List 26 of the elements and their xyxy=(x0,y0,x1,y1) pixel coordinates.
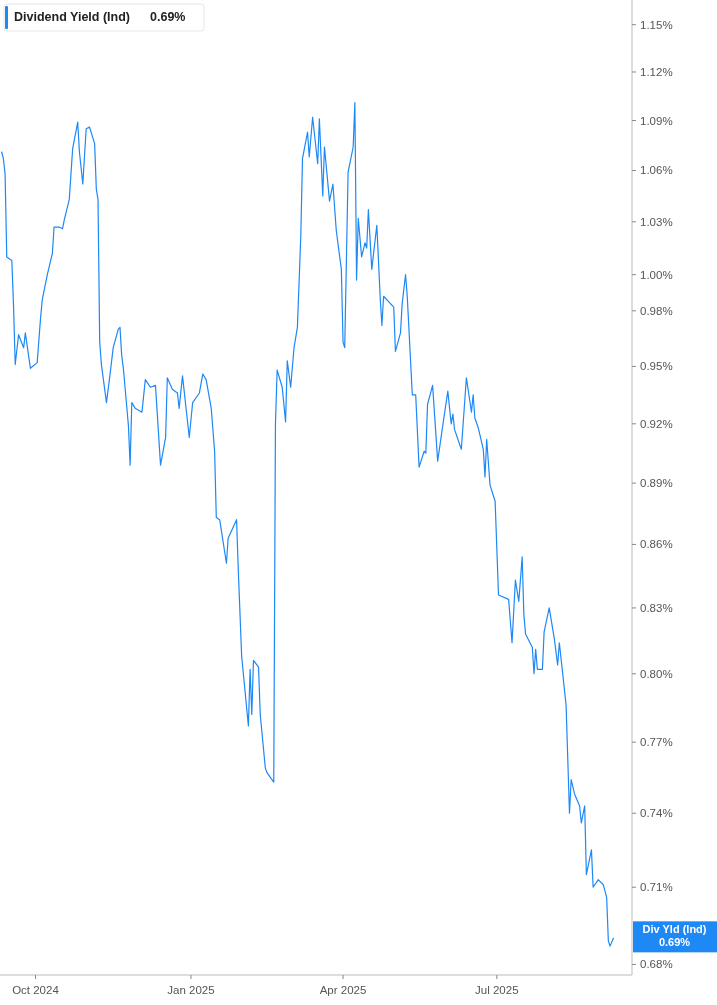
y-tick-label: 0.95% xyxy=(640,360,673,373)
y-tick-label: 1.15% xyxy=(640,18,673,31)
y-tick-label: 0.80% xyxy=(640,667,673,680)
y-tick-label: 1.00% xyxy=(640,268,673,281)
y-tick-label: 1.12% xyxy=(640,66,673,79)
y-tick-label: 0.83% xyxy=(640,601,673,614)
y-tick-label: 0.89% xyxy=(640,477,673,490)
y-tick-label: 0.86% xyxy=(640,538,673,551)
y-tick-label: 1.06% xyxy=(640,164,673,177)
y-tick-label: 1.09% xyxy=(640,114,673,127)
y-tick-label: 0.74% xyxy=(640,807,673,820)
text: Div Yld (Ind) xyxy=(642,923,707,936)
x-tick-label: Jul 2025 xyxy=(475,984,519,996)
y-tick-label: 0.68% xyxy=(640,958,673,971)
x-tick-label: Jan 2025 xyxy=(167,984,215,996)
line-series xyxy=(1,101,615,947)
x-tick-label: Oct 2024 xyxy=(12,984,60,996)
y-tick-label: 1.03% xyxy=(640,215,673,228)
text: 0.69% xyxy=(658,936,691,949)
y-tick-label: 0.92% xyxy=(640,417,673,430)
y-tick-label: 0.71% xyxy=(640,881,673,894)
y-tick-label: 0.98% xyxy=(640,304,673,317)
legend-label: Dividend Yield (Ind) xyxy=(14,10,130,24)
annotation: 0.69% xyxy=(150,10,186,24)
y-tick-label: 0.77% xyxy=(640,736,673,749)
x-tick-label: Apr 2025 xyxy=(319,984,367,996)
